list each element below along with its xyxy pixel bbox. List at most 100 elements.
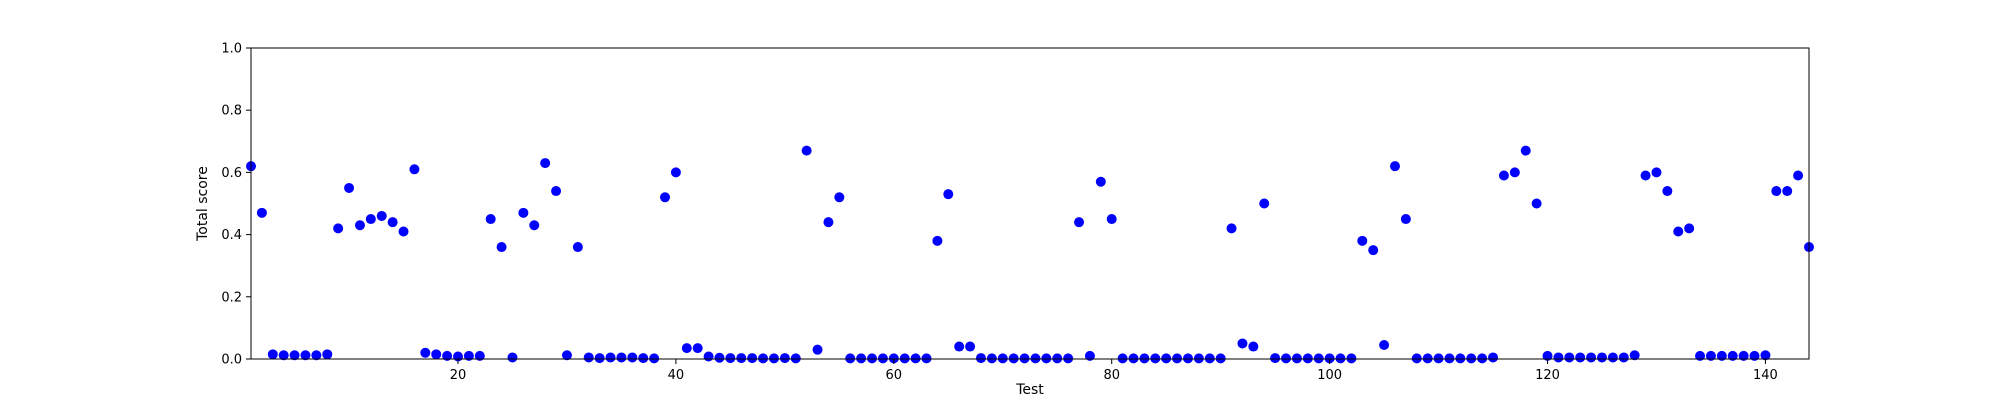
- data-point: [518, 207, 529, 218]
- data-point: [1400, 214, 1411, 225]
- data-point: [1738, 350, 1749, 361]
- data-point: [1139, 353, 1150, 364]
- data-point: [856, 353, 867, 364]
- data-point: [442, 350, 453, 361]
- data-point: [997, 353, 1008, 364]
- data-point: [333, 223, 344, 234]
- data-point: [1128, 353, 1139, 364]
- data-point: [845, 353, 856, 364]
- data-point: [409, 164, 420, 175]
- data-point: [507, 352, 518, 363]
- data-point: [420, 347, 431, 358]
- data-point: [1705, 350, 1716, 361]
- data-point: [485, 214, 496, 225]
- data-point: [278, 350, 289, 361]
- data-point: [267, 349, 278, 360]
- y-tick-label: 0.4: [221, 228, 242, 243]
- data-point: [867, 353, 878, 364]
- data-point: [1586, 352, 1597, 363]
- data-point: [1379, 340, 1390, 350]
- data-point: [1509, 167, 1520, 178]
- data-point: [910, 353, 921, 364]
- data-point: [540, 158, 551, 169]
- data-point: [1182, 353, 1193, 364]
- data-point: [660, 192, 671, 203]
- data-point: [1313, 353, 1324, 364]
- data-point: [779, 353, 790, 364]
- data-point: [638, 353, 649, 364]
- data-point: [1281, 353, 1292, 364]
- data-point: [1444, 353, 1455, 364]
- data-point: [932, 235, 943, 246]
- data-point: [1520, 145, 1531, 156]
- data-point: [1041, 353, 1052, 364]
- data-points: [246, 145, 1814, 364]
- data-point: [1782, 186, 1793, 197]
- data-point: [1542, 350, 1553, 361]
- x-axis-ticks: 20 40 60 80 100 120 140: [450, 359, 1778, 383]
- y-tick-label: 0.0: [221, 353, 242, 368]
- y-tick-label: 0.2: [221, 290, 242, 305]
- data-point: [1161, 353, 1172, 364]
- data-point: [877, 353, 888, 364]
- data-point: [344, 182, 355, 193]
- data-point: [1727, 350, 1738, 361]
- data-point: [1335, 353, 1346, 364]
- data-point: [1477, 353, 1488, 364]
- data-point: [529, 220, 540, 231]
- y-tick-label: 0.8: [221, 104, 242, 119]
- data-point: [812, 344, 823, 355]
- data-point: [823, 217, 834, 228]
- data-point: [1346, 353, 1357, 364]
- data-point: [1150, 353, 1161, 364]
- data-point: [1019, 353, 1030, 364]
- data-point: [1553, 352, 1564, 363]
- data-point: [692, 343, 703, 354]
- data-point: [975, 353, 986, 364]
- data-point: [431, 349, 442, 360]
- data-point: [703, 351, 714, 362]
- data-point: [736, 353, 747, 364]
- data-point: [1248, 341, 1259, 352]
- data-point: [1302, 353, 1313, 364]
- data-point: [561, 350, 572, 361]
- data-point: [300, 350, 311, 361]
- data-point: [1063, 353, 1074, 364]
- data-point: [627, 352, 638, 363]
- data-point: [1455, 353, 1466, 364]
- data-point: [1106, 214, 1117, 225]
- data-point: [1684, 223, 1695, 234]
- data-point: [1193, 353, 1204, 364]
- data-point: [1760, 350, 1771, 361]
- data-point: [1695, 350, 1706, 361]
- data-point: [1662, 186, 1673, 197]
- data-point: [714, 352, 725, 363]
- y-tick-label: 0.6: [221, 166, 242, 181]
- data-point: [1052, 353, 1063, 364]
- data-point: [1716, 350, 1727, 361]
- y-tick-label: 1.0: [221, 42, 242, 57]
- data-point: [1226, 223, 1237, 234]
- data-point: [899, 353, 910, 364]
- data-point: [1618, 352, 1629, 363]
- data-point: [1204, 353, 1215, 364]
- data-point: [572, 242, 583, 253]
- data-point: [768, 353, 779, 364]
- data-point: [1270, 353, 1281, 364]
- data-point: [1749, 350, 1760, 361]
- y-axis-label: Total score: [195, 166, 211, 242]
- data-point: [376, 210, 387, 221]
- data-point: [1008, 353, 1019, 364]
- data-point: [256, 207, 267, 218]
- x-tick-label: 80: [1103, 368, 1120, 383]
- data-point: [1237, 338, 1248, 349]
- data-point: [725, 353, 736, 364]
- data-point: [594, 353, 605, 364]
- data-point: [834, 192, 845, 203]
- data-point: [943, 189, 954, 200]
- data-point: [1074, 217, 1085, 228]
- data-point: [605, 352, 616, 363]
- data-point: [1575, 352, 1586, 363]
- x-axis-label: Test: [1015, 382, 1044, 398]
